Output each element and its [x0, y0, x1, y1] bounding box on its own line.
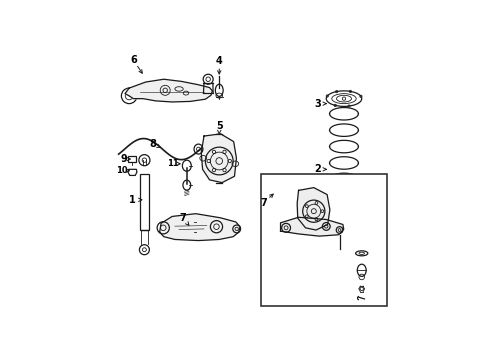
- Text: 4: 4: [216, 56, 222, 66]
- Text: 5: 5: [216, 121, 222, 131]
- Text: 3: 3: [314, 99, 321, 109]
- Polygon shape: [297, 188, 330, 230]
- Polygon shape: [125, 79, 212, 102]
- Polygon shape: [281, 217, 344, 236]
- Text: 11: 11: [167, 159, 179, 168]
- Polygon shape: [160, 214, 240, 240]
- Text: 1: 1: [129, 195, 136, 205]
- Text: 7: 7: [261, 198, 267, 208]
- Bar: [128, 156, 136, 162]
- Polygon shape: [201, 134, 237, 183]
- Text: 10: 10: [117, 166, 128, 175]
- Text: 9: 9: [120, 154, 127, 164]
- Text: 7: 7: [180, 213, 187, 224]
- Text: 2: 2: [314, 164, 321, 174]
- Text: 6: 6: [130, 55, 137, 65]
- Text: 8: 8: [149, 139, 156, 149]
- Bar: [261, 174, 387, 306]
- Bar: [140, 174, 149, 230]
